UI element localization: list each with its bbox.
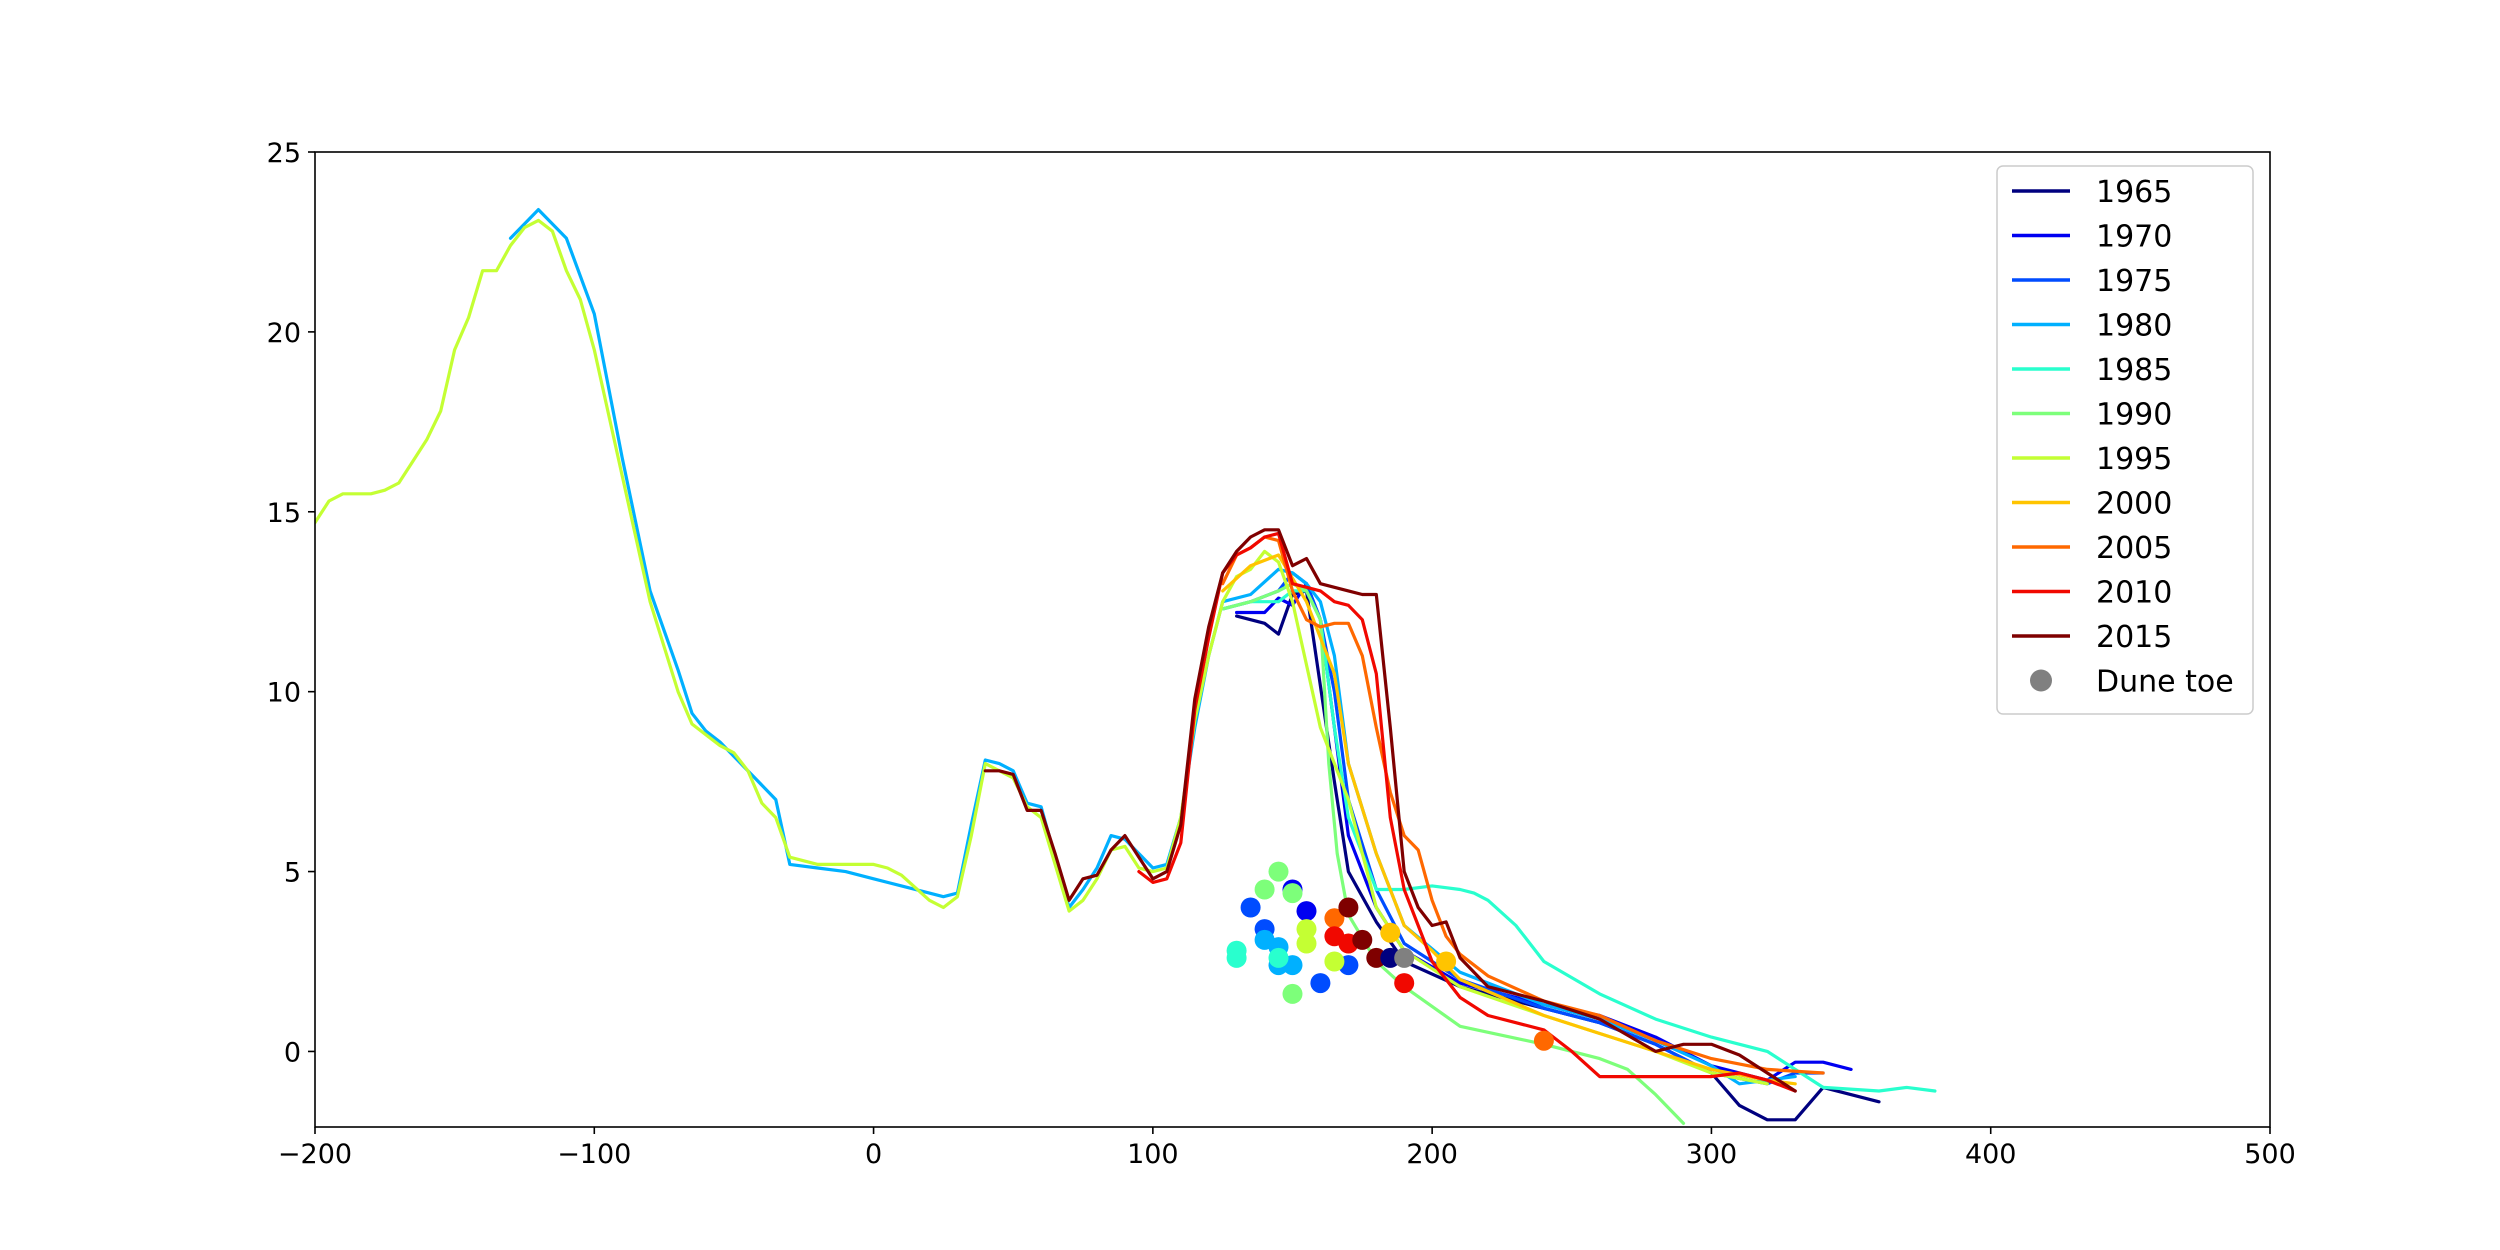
- dune-toe-point: [1338, 897, 1359, 918]
- dune-toe-point: [1254, 879, 1275, 900]
- legend-label: 1985: [2096, 353, 2172, 388]
- series-line-1995: [315, 218, 1769, 1086]
- dune-toe-layer: [1226, 861, 1554, 1051]
- legend: 1965 1970 1975 1980 1985 1990 1995 2000 2005 2010…: [1996, 165, 2254, 715]
- legend-label: 1970: [2096, 220, 2172, 255]
- dune-toe-point: [1366, 947, 1387, 968]
- dune-toe-point: [1296, 901, 1317, 922]
- dune-toe-point: [1240, 897, 1261, 918]
- y-tick-label: 0: [284, 1037, 301, 1068]
- x-tick-label: 300: [1686, 1139, 1738, 1170]
- dune-toe-point: [1268, 861, 1289, 882]
- dune-toe-point: [1324, 908, 1345, 929]
- legend-swatch-dune-toe: [2030, 669, 2052, 692]
- x-tick-label: 100: [1127, 1139, 1179, 1170]
- x-tick-label: −200: [278, 1139, 352, 1170]
- dune-toe-point: [1282, 883, 1303, 904]
- legend-label: 1975: [2096, 264, 2172, 299]
- x-tick-label: 200: [1406, 1139, 1458, 1170]
- dune-toe-point: [1380, 922, 1401, 943]
- dune-toe-point: [1352, 929, 1373, 950]
- y-tick-label: 25: [267, 138, 301, 169]
- plot-area: [315, 152, 2270, 1127]
- dune-toe-point: [1296, 919, 1317, 940]
- y-tick-label: 20: [267, 318, 301, 349]
- legend-label: 2000: [2096, 487, 2172, 522]
- series-line-2015: [983, 528, 1797, 1093]
- dune-toe-point: [1394, 947, 1415, 968]
- x-tick-label: 0: [865, 1139, 882, 1170]
- x-tick-label: 500: [2244, 1139, 2296, 1170]
- dune-toe-point: [1394, 973, 1415, 994]
- y-axis: 0 5 10 15 20 25: [267, 138, 315, 1068]
- legend-label: 2015: [2096, 620, 2172, 655]
- legend-label: 1980: [2096, 309, 2172, 344]
- x-tick-label: 400: [1965, 1139, 2017, 1170]
- dune-toe-point: [1380, 947, 1401, 968]
- dune-toe-point: [1282, 983, 1303, 1004]
- y-tick-label: 15: [267, 498, 301, 529]
- dune-toe-point: [1226, 947, 1247, 968]
- legend-label: 2005: [2096, 531, 2172, 566]
- legend-label: 1990: [2096, 398, 2172, 433]
- dune-toe-point: [1436, 951, 1457, 972]
- legend-frame: [1996, 165, 2254, 715]
- x-axis: −200 −100 0 100 200 300 400 500: [278, 1127, 2296, 1170]
- y-tick-label: 5: [284, 858, 301, 889]
- dune-toe-point: [1296, 933, 1317, 954]
- dune-toe-point: [1324, 951, 1345, 972]
- plot-frame: [314, 151, 2271, 1128]
- legend-label: 1995: [2096, 442, 2172, 477]
- legend-label: Dune toe: [2096, 665, 2234, 700]
- dune-toe-point: [1533, 1030, 1554, 1051]
- dune-toe-point: [1310, 973, 1331, 994]
- legend-label: 2010: [2096, 576, 2172, 611]
- y-tick-label: 10: [267, 678, 301, 709]
- x-tick-label: −100: [557, 1139, 631, 1170]
- series-line-2005: [1221, 535, 1825, 1075]
- legend-label: 1965: [2096, 175, 2172, 210]
- dune-toe-point: [1268, 947, 1289, 968]
